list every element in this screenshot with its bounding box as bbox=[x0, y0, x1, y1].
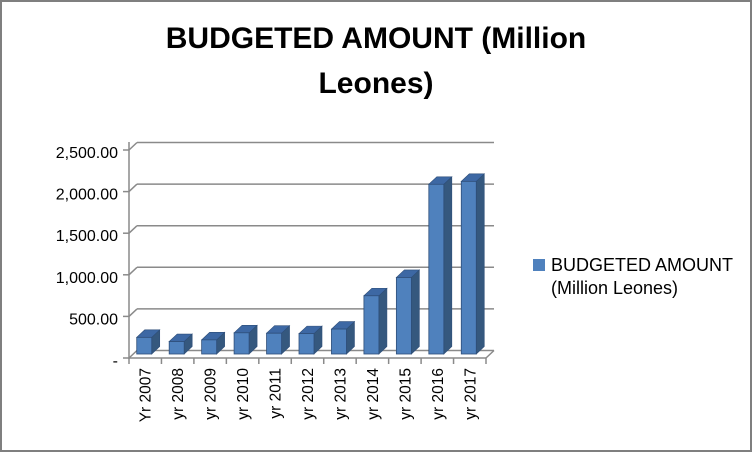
gridline-depth-joint bbox=[128, 266, 138, 276]
x-axis-label: yr 2009 bbox=[203, 368, 220, 420]
x-axis-label: yr 2016 bbox=[430, 368, 447, 420]
gridline-depth-joint bbox=[128, 349, 138, 359]
bar-yr-2011[interactable] bbox=[266, 332, 282, 355]
chart-title-line1: BUDGETED AMOUNT (Million bbox=[165, 22, 587, 55]
chart-title-line2: Leones) bbox=[318, 67, 434, 100]
x-axis-label: yr 2011 bbox=[268, 368, 285, 419]
chart-title: BUDGETED AMOUNT (Million Leones) bbox=[2, 16, 750, 106]
gridline-depth-joint bbox=[128, 308, 138, 317]
legend-marker-icon bbox=[533, 259, 545, 271]
y-axis-label: 2,000.00 bbox=[56, 187, 118, 204]
bar-yr-2017[interactable] bbox=[460, 180, 477, 355]
gridline-depth-joint bbox=[128, 141, 138, 151]
legend-label: BUDGETED AMOUNT (Million Leones) bbox=[551, 255, 733, 298]
y-axis-label: 1,000.00 bbox=[56, 270, 118, 287]
x-axis-label: yr 2013 bbox=[332, 368, 349, 420]
bar-yr-2016[interactable] bbox=[428, 183, 445, 355]
x-axis-label: yr 2017 bbox=[462, 368, 479, 420]
bar-yr-2010[interactable] bbox=[233, 332, 250, 355]
x-axis-label: yr 2008 bbox=[170, 368, 187, 420]
bar-yr-2014[interactable] bbox=[363, 295, 380, 355]
bar-side-yr-2014 bbox=[378, 287, 388, 355]
bar-yr-2012[interactable] bbox=[298, 333, 315, 355]
bar-yr-2008[interactable] bbox=[168, 341, 185, 355]
bar-yr-2007[interactable] bbox=[136, 336, 153, 355]
bar-yr-2013[interactable] bbox=[331, 328, 347, 355]
x-axis-label: yr 2012 bbox=[300, 368, 317, 420]
x-axis-label: Yr 2007 bbox=[138, 368, 155, 422]
y-axis-label: 500.00 bbox=[69, 311, 118, 328]
gridline-depth-joint bbox=[128, 225, 138, 234]
bar-side-yr-2016 bbox=[443, 176, 453, 355]
bar-side-yr-2015 bbox=[411, 269, 420, 355]
x-axis-label: yr 2015 bbox=[397, 368, 414, 420]
x-axis-label: yr 2014 bbox=[365, 368, 382, 420]
y-axis-label: 1,500.00 bbox=[56, 228, 118, 245]
gridline-depth-joint bbox=[128, 183, 138, 193]
legend[interactable]: BUDGETED AMOUNT (Million Leones) bbox=[533, 254, 738, 300]
y-axis-label: - bbox=[113, 353, 118, 370]
floor-right-edge bbox=[485, 349, 495, 359]
x-axis-label: yr 2010 bbox=[235, 368, 252, 420]
y-axis-label: 2,500.00 bbox=[56, 145, 118, 162]
bar-side-yr-2017 bbox=[475, 173, 485, 355]
bar-yr-2015[interactable] bbox=[395, 277, 412, 355]
bar-yr-2009[interactable] bbox=[201, 339, 218, 355]
